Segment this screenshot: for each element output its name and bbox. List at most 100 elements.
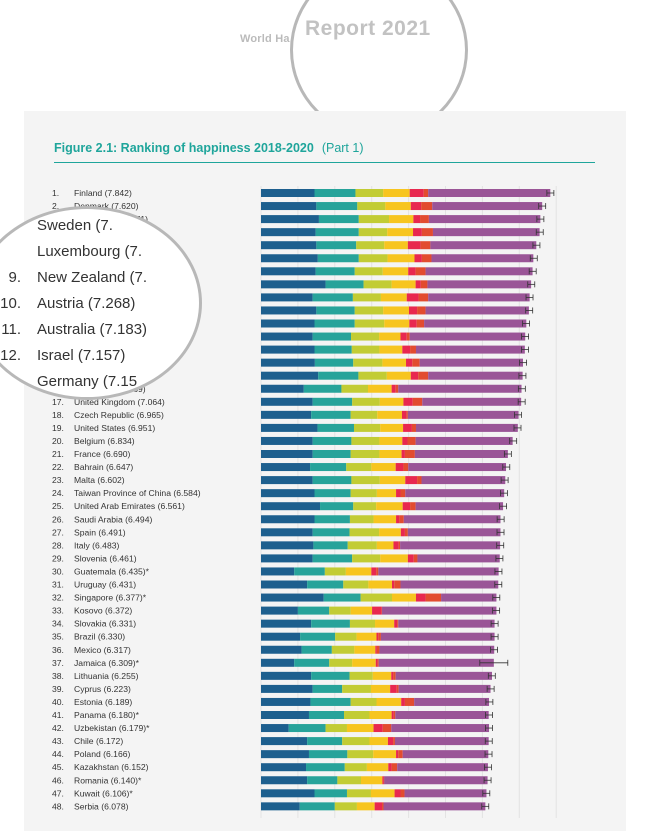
bar-segment — [425, 306, 529, 315]
bar-segment — [357, 202, 386, 211]
bar-segment — [409, 319, 417, 328]
bar-segment — [261, 463, 311, 472]
bar-segment — [420, 241, 431, 250]
bar-segment — [358, 228, 388, 237]
bar-segment — [379, 332, 401, 341]
rank-label: 19. — [52, 423, 64, 433]
bar-segment — [409, 332, 526, 341]
bar-segment — [391, 280, 416, 289]
bar-segment — [372, 671, 392, 680]
rank-label: 17. — [52, 397, 64, 407]
bar-segment — [303, 384, 342, 393]
bar-segment — [414, 697, 490, 706]
bar-segment — [376, 541, 394, 550]
bar-segment — [300, 632, 336, 641]
country-label: Brazil (6.330) — [74, 632, 125, 642]
bar-segment — [393, 737, 395, 746]
bar-segment — [261, 789, 315, 798]
bar-segment — [427, 280, 532, 289]
bar-segment — [383, 802, 486, 811]
country-label: Denmark (7.620) — [74, 201, 139, 211]
country-label: Estonia (6.189) — [74, 697, 132, 707]
bar-segment — [261, 476, 313, 485]
bar-segment — [382, 606, 497, 615]
bar-segment — [403, 515, 501, 524]
bar-segment — [404, 528, 408, 537]
country-label: Malta (6.602) — [74, 475, 125, 485]
bar-segment — [376, 697, 402, 706]
bar-segment — [371, 567, 377, 576]
bar-segment — [384, 319, 410, 328]
country-label: Kazakhstan (6.152) — [74, 762, 149, 772]
bar-segment — [388, 763, 392, 772]
bar-segment — [316, 202, 358, 211]
bar-segment — [385, 202, 411, 211]
bar-segment — [351, 332, 380, 341]
bar-segment — [351, 476, 380, 485]
bar-segment — [261, 241, 317, 250]
bar-segment — [261, 567, 295, 576]
magnifier-country-labels: Sweden (7. Luxembourg (7. 9. New Zealand (7… — [0, 206, 202, 400]
bar-segment — [380, 293, 407, 302]
zoomed-rank: 10. — [0, 295, 21, 312]
bar-segment — [380, 423, 404, 432]
bar-segment — [401, 697, 405, 706]
bar-segment — [299, 802, 335, 811]
bar-segment — [261, 697, 311, 706]
bar-segment — [382, 776, 384, 785]
rank-label: 31. — [52, 580, 64, 590]
bar-segment — [373, 515, 397, 524]
bar-segment — [380, 632, 495, 641]
bar-segment — [352, 397, 380, 406]
bar-segment — [417, 476, 422, 485]
bar-segment — [384, 776, 488, 785]
bar-segment — [341, 384, 369, 393]
bar-segment — [406, 410, 408, 419]
bar-segment — [363, 280, 392, 289]
bar-segment — [387, 737, 394, 746]
bar-segment — [261, 202, 317, 211]
bar-segment — [376, 632, 379, 641]
country-label: Serbia (6.078) — [74, 801, 129, 811]
country-label: Taiwan Province of China (6.584) — [74, 488, 201, 498]
bar-segment — [379, 476, 406, 485]
bar-segment — [312, 476, 352, 485]
bar-segment — [353, 423, 381, 432]
bar-segment — [329, 658, 353, 667]
bar-segment — [391, 580, 395, 589]
bar-segment — [373, 750, 397, 759]
bar-segment — [312, 436, 352, 445]
rank-label: 38. — [52, 671, 64, 681]
bar-segment — [394, 619, 398, 628]
bar-segment — [345, 567, 372, 576]
bar-segment — [312, 332, 352, 341]
country-label: France (6.690) — [74, 449, 131, 459]
bar-segment — [261, 371, 319, 380]
bar-segment — [391, 593, 416, 602]
bar-segment — [412, 397, 423, 406]
bar-segment — [373, 724, 383, 733]
bar-segment — [384, 241, 408, 250]
bar-segment — [358, 371, 387, 380]
bar-segment — [410, 371, 419, 380]
bar-segment — [318, 215, 359, 224]
bar-segment — [400, 541, 501, 550]
bar-segment — [379, 436, 403, 445]
bar-segment — [355, 189, 384, 197]
bar-segment — [407, 554, 414, 563]
rank-label: 40. — [52, 697, 64, 707]
bar-segment — [414, 450, 508, 458]
bar-segment — [391, 763, 398, 772]
bar-segment — [396, 750, 399, 759]
bar-segment — [413, 228, 422, 237]
country-label: Kosovo (6.372) — [74, 606, 132, 616]
bar-segment — [413, 215, 421, 224]
bar-segment — [398, 541, 401, 550]
bar-segment — [308, 711, 345, 719]
rank-label: 26. — [52, 514, 64, 524]
rank-label: 20. — [52, 436, 64, 446]
bar-segment — [376, 645, 380, 654]
bar-segment — [383, 776, 385, 785]
bar-segment — [375, 645, 377, 654]
bar-segment — [261, 410, 312, 419]
